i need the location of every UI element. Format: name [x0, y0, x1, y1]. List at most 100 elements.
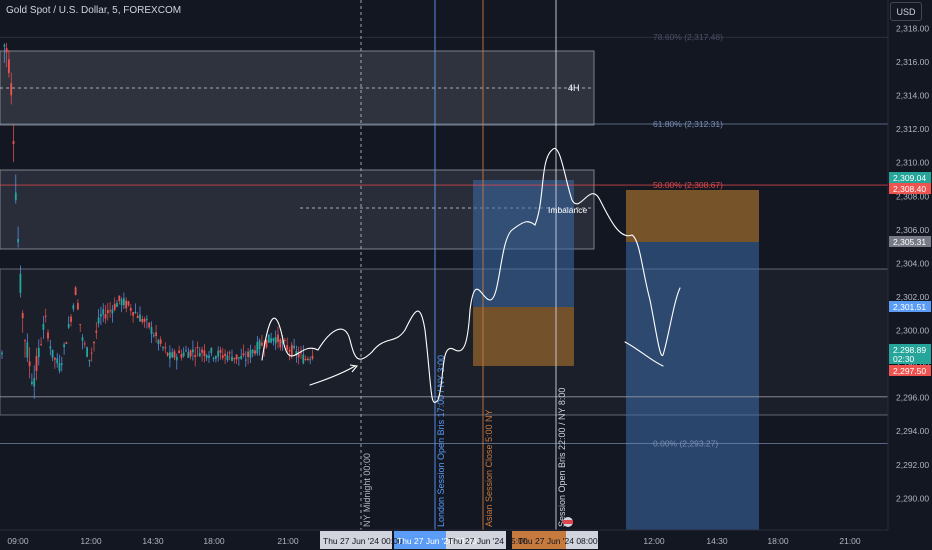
time-tab	[446, 531, 506, 549]
candle-body	[217, 350, 220, 357]
y-tick-label: 2,306.00	[896, 225, 929, 235]
candle-body	[93, 341, 95, 344]
y-tick-label: 2,316.00	[896, 57, 929, 67]
candle-body	[288, 349, 291, 352]
x-tick-label: 18:00	[203, 536, 225, 546]
candle-body	[102, 309, 105, 315]
candle-body	[242, 353, 245, 356]
candle-body	[146, 318, 148, 320]
y-tick-label: 2,304.00	[896, 258, 929, 268]
time-tab-label: Thu 27 Jun '24 05:00	[448, 536, 528, 546]
candle-body	[17, 239, 19, 243]
candle-body	[175, 356, 178, 361]
candle-body	[49, 346, 52, 349]
candle-body	[281, 340, 284, 344]
candle-body	[297, 354, 300, 358]
candle-body	[12, 140, 15, 144]
y-tick-label: 2,298.00	[896, 359, 929, 369]
candle-body	[180, 353, 183, 358]
candle-body	[8, 59, 10, 74]
y-tick-label: 2,294.00	[896, 426, 929, 436]
candle-body	[33, 378, 36, 387]
price-tag-label: 2,305.31	[893, 237, 926, 247]
time-tab-label: Thu 27 Jun '24 03:00	[397, 536, 477, 546]
candle-body	[143, 319, 146, 322]
candle-body	[290, 344, 293, 357]
candle-body	[77, 303, 79, 310]
candle-body	[265, 339, 268, 348]
session-label-midnight: NY Midnight 00:00	[362, 453, 372, 527]
price-tag	[889, 301, 931, 312]
candle-body	[104, 314, 107, 319]
candle-body	[51, 349, 54, 358]
price-tag	[889, 353, 931, 364]
candle-body	[210, 347, 213, 353]
time-tab	[394, 531, 446, 549]
time-tab-label: Thu 27 Jun '24 08:00	[518, 536, 598, 546]
candle-body	[164, 347, 167, 349]
price-tag	[889, 236, 931, 247]
candle-body	[293, 346, 295, 348]
candle-body	[134, 311, 137, 313]
candle-body	[58, 363, 61, 372]
candle-body	[219, 350, 222, 353]
candle-body	[205, 355, 208, 358]
y-tick-label: 2,312.00	[896, 124, 929, 134]
candle-body	[120, 299, 123, 306]
price-tag-label: 2,301.51	[893, 302, 926, 312]
candle-body	[118, 295, 121, 301]
session-label-session: Session Open Bris 22:00 / NY 8:00	[557, 388, 567, 527]
candle-body	[88, 359, 91, 362]
currency-button[interactable]: USD	[890, 2, 922, 21]
session-label-asian: Asian Session Close 5:00 NY	[484, 409, 494, 527]
candle-body	[31, 381, 33, 384]
annotation-imbalance: Imbalance	[548, 205, 587, 215]
candle-body	[70, 316, 72, 322]
candle-body	[272, 338, 275, 341]
blue-zone-1	[473, 180, 574, 307]
candle-body	[279, 339, 282, 348]
candle-body	[44, 315, 47, 317]
y-tick-label: 2,292.00	[896, 460, 929, 470]
candle-body	[254, 350, 256, 354]
candle-body	[141, 318, 144, 323]
candle-body	[270, 338, 272, 343]
candle-body	[212, 357, 215, 359]
candle-body	[194, 355, 197, 358]
candle-body	[136, 315, 139, 319]
candle-body	[189, 350, 192, 357]
y-tick-label: 2,300.00	[896, 326, 929, 336]
candle-body	[113, 303, 116, 310]
price-tag	[889, 365, 931, 376]
candle-body	[60, 363, 63, 365]
symbol-title: Gold Spot / U.S. Dollar, 5, FOREXCOM	[6, 5, 182, 16]
price-tag	[889, 344, 931, 355]
candle-body	[111, 309, 114, 314]
candle-body	[201, 349, 203, 353]
candle-body	[65, 342, 68, 344]
candle-body	[100, 314, 102, 317]
candle-body	[215, 356, 217, 359]
candle-body	[224, 353, 226, 356]
x-tick-label: 14:30	[706, 536, 728, 546]
candle-body	[129, 308, 132, 311]
candle-body	[83, 343, 86, 345]
candle-body	[72, 305, 75, 309]
x-tick-label: 12:00	[643, 536, 665, 546]
session-lines: NY Midnight 00:00 London Session Open Bri…	[360, 0, 567, 530]
y-tick-label: 2,318.00	[896, 24, 929, 34]
candle-body	[3, 44, 6, 47]
orange-zone-2	[626, 190, 759, 242]
candle-body	[67, 324, 70, 328]
drawings: 4H Imbalance	[261, 83, 681, 403]
candle-body	[162, 347, 164, 349]
candle-body	[221, 355, 224, 358]
candle-body	[24, 340, 26, 342]
candle-body	[150, 327, 153, 334]
time-tab	[566, 531, 598, 549]
candle-body	[208, 355, 210, 358]
candle-body	[256, 341, 259, 354]
candle-body	[244, 359, 247, 361]
candle-body	[132, 312, 134, 316]
